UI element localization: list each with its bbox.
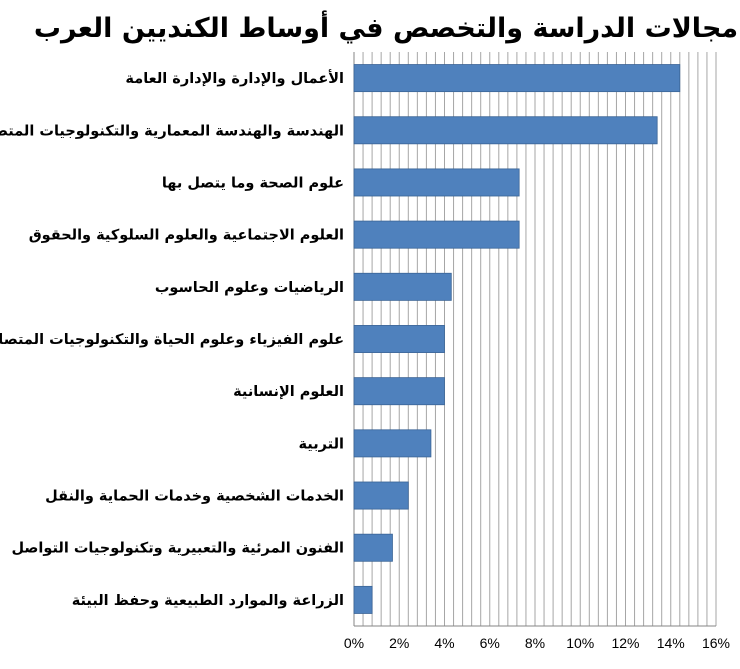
bar <box>353 377 445 406</box>
bar <box>353 168 520 197</box>
category-label: الخدمات الشخصية وخدمات الحماية والنقل <box>45 489 344 505</box>
x-tick-label: 0% <box>344 635 364 651</box>
bar <box>353 272 452 301</box>
x-tick-label: 6% <box>480 635 500 651</box>
category-label: الزراعة والموارد الطبيعية وحفظ البيئة <box>72 593 344 609</box>
category-label: التربية <box>298 436 344 452</box>
x-tick-label: 16% <box>702 635 730 651</box>
grid <box>353 52 717 627</box>
category-label: العلوم الإنسانية <box>233 384 344 400</box>
category-label: الهندسة والهندسة المعمارية والتكنولوجيات… <box>0 123 344 139</box>
bar <box>353 481 409 510</box>
category-label: علوم الفيزياء وعلوم الحياة والتكنولوجيات… <box>0 332 344 348</box>
bar <box>353 64 681 93</box>
category-label: علوم الصحة وما يتصل بها <box>162 175 344 191</box>
x-axis-ticks: 0% 2% 4% 6% 8% 10% 12% 14% 16% <box>344 635 730 651</box>
x-tick-label: 2% <box>389 635 409 651</box>
category-label: الأعمال والإدارة والإدارة العامة <box>125 69 344 87</box>
bar <box>353 116 658 145</box>
bar <box>353 220 520 249</box>
category-label: الرياضيات وعلوم الحاسوب <box>155 280 344 296</box>
bar <box>353 533 393 562</box>
x-tick-label: 12% <box>611 635 639 651</box>
x-tick-label: 4% <box>434 635 454 651</box>
x-tick-label: 8% <box>525 635 545 651</box>
category-labels: الأعمال والإدارة والإدارة العامة الهندسة … <box>0 69 344 609</box>
bars <box>353 64 681 614</box>
category-label: العلوم الاجتماعية والعلوم السلوكية والحق… <box>29 228 344 244</box>
x-tick-label: 14% <box>657 635 685 651</box>
category-label: الفنون المرئية والتعبيرية وتكنولوجيات ال… <box>11 541 344 557</box>
chart-title: مجالات الدراسة والتخصص في أوساط الكنديين… <box>34 10 738 44</box>
bar <box>353 429 432 458</box>
x-tick-label: 10% <box>566 635 594 651</box>
bar <box>353 325 445 353</box>
bar <box>353 585 373 614</box>
